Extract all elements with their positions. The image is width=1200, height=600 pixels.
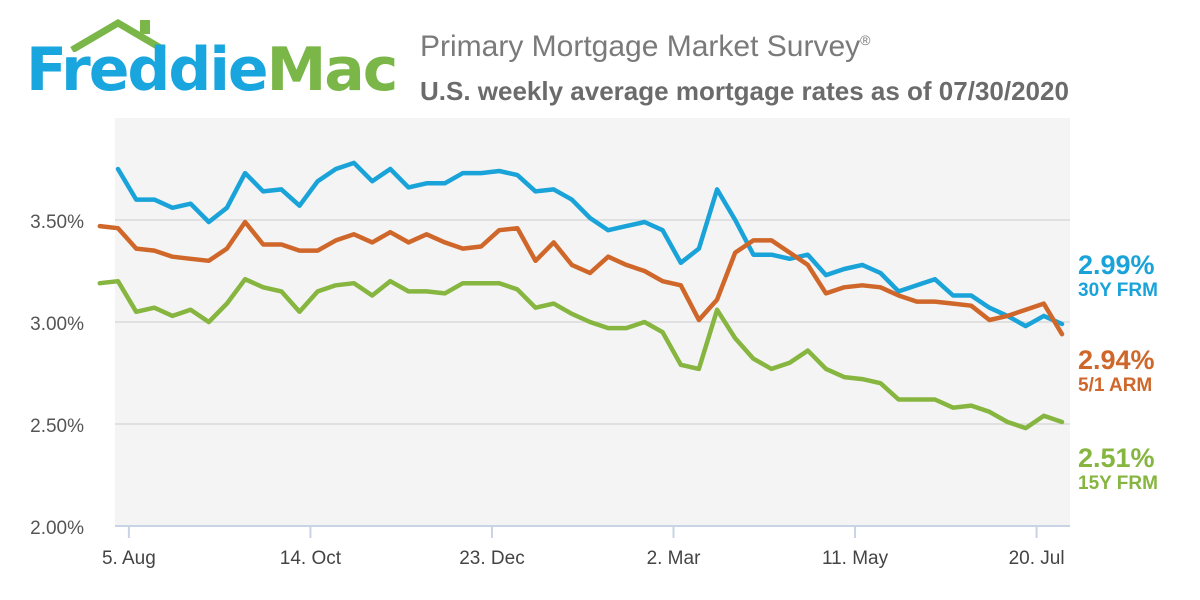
y-tick-label: 3.50%	[30, 212, 84, 233]
end-label-1: 2.94% 5/1 ARM	[1078, 345, 1155, 397]
freddie-mac-logo[interactable]: FreddieMac	[26, 18, 398, 108]
end-label-value: 2.94%	[1078, 345, 1155, 375]
end-label-series-name: 30Y FRM	[1078, 280, 1158, 301]
house-roof-icon	[70, 18, 166, 52]
series-line-5-1-arm	[97, 219, 1065, 337]
end-label-series-name: 5/1 ARM	[1078, 375, 1153, 396]
end-label-0: 2.99% 30Y FRM	[1078, 250, 1158, 302]
x-tick-label: 20. Jul	[1009, 548, 1065, 569]
registered-mark: ®	[860, 32, 871, 48]
x-tick-label: 2. Mar	[647, 548, 702, 569]
chart-subtitle: U.S. weekly average mortgage rates as of…	[420, 76, 1069, 106]
logo-freddie: Freddie	[26, 35, 269, 105]
series-lines	[97, 160, 1065, 431]
y-tick-label: 2.00%	[30, 518, 84, 539]
end-label-series-name: 15Y FRM	[1078, 473, 1158, 494]
series-line-30y-frm	[115, 160, 1065, 329]
logo-wordmark: FreddieMac	[26, 40, 398, 100]
end-label-value: 2.51%	[1078, 443, 1155, 473]
x-tick-label: 14. Oct	[280, 548, 342, 569]
y-tick-label: 3.00%	[30, 314, 84, 335]
chart-title-text: Primary Mortgage Market Survey	[420, 30, 861, 63]
x-tick-label: 11. May	[822, 548, 889, 569]
x-tick-label: 5. Aug	[102, 548, 156, 569]
logo-mac: Mac	[266, 35, 399, 105]
series-line-15y-frm	[97, 276, 1065, 431]
x-tick-label: 23. Dec	[459, 548, 524, 569]
y-tick-label: 2.50%	[30, 416, 84, 437]
end-label-2: 2.51% 15Y FRM	[1078, 443, 1158, 495]
end-label-value: 2.99%	[1078, 250, 1155, 280]
chart-title: Primary Mortgage Market Survey®	[420, 30, 870, 64]
axes: 2.00% 2.50% 3.00% 3.50% 5. Aug 14. Oct 23. Dec…	[30, 212, 1070, 569]
